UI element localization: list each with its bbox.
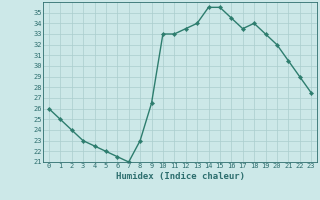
X-axis label: Humidex (Indice chaleur): Humidex (Indice chaleur): [116, 172, 244, 181]
